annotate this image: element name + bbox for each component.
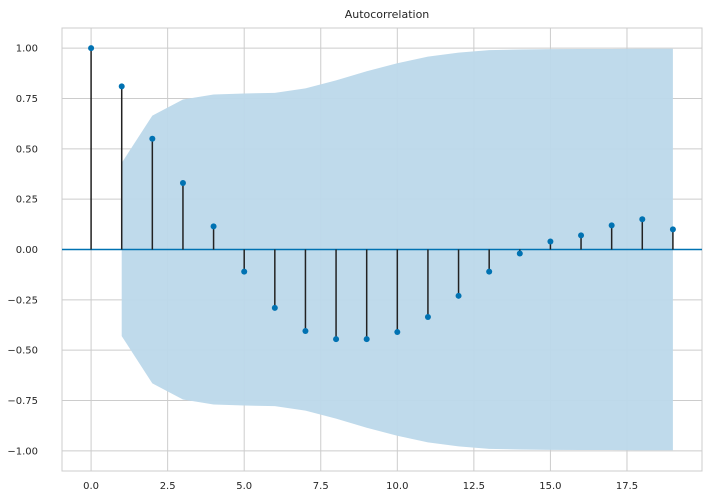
marker-lag-10 <box>394 329 401 336</box>
marker-lag-7 <box>302 328 309 335</box>
marker-lag-15 <box>547 238 554 245</box>
marker-lag-5 <box>241 268 248 275</box>
marker-lag-17 <box>608 222 615 229</box>
markers-layer <box>88 45 676 343</box>
marker-lag-11 <box>424 313 431 320</box>
y-tick-label: −0.50 <box>7 346 38 357</box>
x-tick-label: 2.5 <box>160 481 176 492</box>
x-tick-label: 5.0 <box>236 481 252 492</box>
chart-title: Autocorrelation <box>345 8 430 21</box>
y-tick-label: 0.75 <box>16 94 38 105</box>
marker-lag-4 <box>210 223 217 230</box>
x-tick-label: 15.0 <box>539 481 561 492</box>
x-tick-label: 7.5 <box>313 481 329 492</box>
y-tick-labels: 1.00 0.75 0.50 0.25 0.00 −0.25 −0.50 −0.75 −1.00 <box>7 44 38 458</box>
y-tick-label: 0.50 <box>16 144 38 155</box>
marker-lag-6 <box>271 304 278 311</box>
marker-lag-19 <box>669 226 676 233</box>
x-tick-label: 10.0 <box>386 481 408 492</box>
x-tick-label: 0.0 <box>83 481 99 492</box>
marker-lag-2 <box>149 135 156 142</box>
y-tick-label: 0.25 <box>16 195 38 206</box>
marker-lag-0 <box>88 45 95 52</box>
marker-lag-13 <box>486 268 493 275</box>
y-tick-label: −0.25 <box>7 295 38 306</box>
y-tick-label: 0.00 <box>16 245 38 256</box>
marker-lag-3 <box>179 180 186 187</box>
marker-lag-9 <box>363 336 370 343</box>
x-tick-label: 12.5 <box>463 481 485 492</box>
stems-layer <box>90 48 674 340</box>
marker-lag-18 <box>639 216 646 223</box>
marker-lag-16 <box>578 232 585 239</box>
marker-lag-1 <box>118 83 125 90</box>
marker-lag-8 <box>333 336 340 343</box>
marker-lag-14 <box>516 250 523 257</box>
x-tick-label: 17.5 <box>616 481 638 492</box>
marker-lag-12 <box>455 292 462 299</box>
y-tick-label: −1.00 <box>7 446 38 457</box>
y-tick-label: 1.00 <box>16 44 38 55</box>
y-tick-label: −0.75 <box>7 396 38 407</box>
x-tick-labels: 0.0 2.5 5.0 7.5 10.0 12.5 15.0 17.5 <box>83 481 638 492</box>
